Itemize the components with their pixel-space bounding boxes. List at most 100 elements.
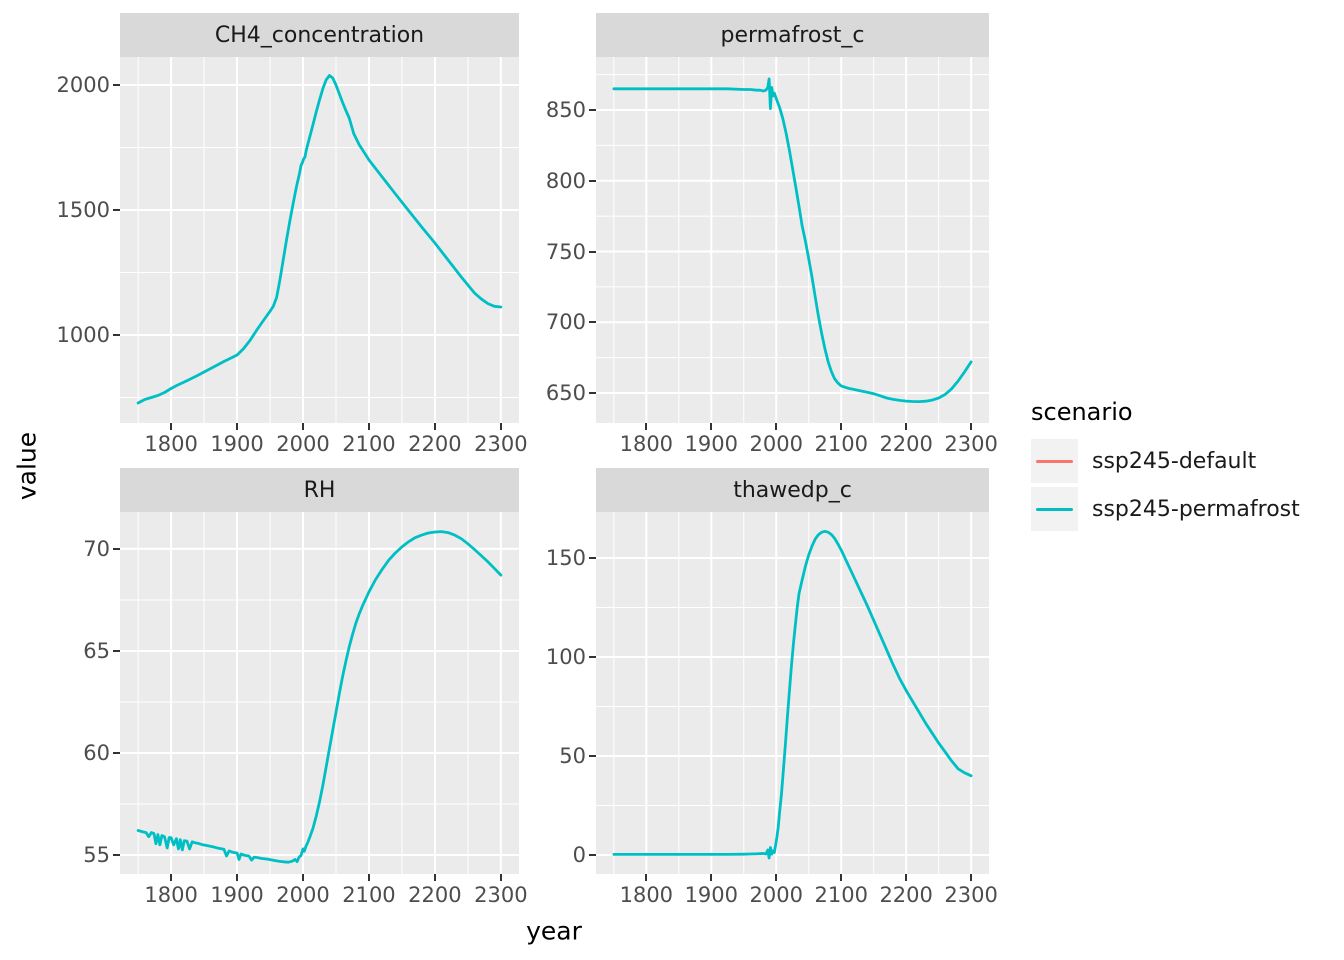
x-tick-mark xyxy=(170,423,173,430)
legend-items: ssp245-default ssp245-permafrost xyxy=(1031,439,1300,531)
x-axis-title: year xyxy=(526,916,582,946)
x-tick-mark xyxy=(645,423,648,430)
y-tick-label: 60 xyxy=(83,740,110,765)
x-tick-mark xyxy=(367,874,370,881)
x-tick-mark xyxy=(433,874,436,881)
series-line-ssp245-permafrost xyxy=(136,74,503,405)
legend-title: scenario xyxy=(1031,398,1133,426)
x-tick-mark xyxy=(970,874,973,881)
y-axis-title: value xyxy=(12,431,42,501)
x-tick-label: 2100 xyxy=(814,432,868,456)
y-tick-mark xyxy=(589,250,596,253)
x-tick-label: 2300 xyxy=(474,883,528,907)
facet-strip-title: thawedp_c xyxy=(733,477,852,503)
y-tick-mark xyxy=(113,649,120,652)
x-tick-mark xyxy=(499,874,502,881)
x-tick-label: 1900 xyxy=(210,432,264,456)
x-tick-mark xyxy=(775,874,778,881)
legend-item: ssp245-default xyxy=(1031,439,1300,483)
x-tick-label: 1800 xyxy=(619,883,674,907)
x-tick-mark xyxy=(645,874,648,881)
y-tick-label: 750 xyxy=(545,239,586,264)
legend-key-line xyxy=(1036,507,1073,511)
panel-plot-CH4_concentration xyxy=(120,57,519,423)
x-tick-label: 1800 xyxy=(144,432,198,456)
x-tick-mark xyxy=(905,423,908,430)
y-tick-label: 70 xyxy=(83,536,110,561)
x-tick-label: 2100 xyxy=(342,883,396,907)
x-tick-label: 2100 xyxy=(814,883,868,907)
y-tick-mark xyxy=(113,84,120,86)
panel-plot-permafrost_c xyxy=(596,57,989,423)
x-tick-mark xyxy=(302,423,304,430)
x-tick-label: 2000 xyxy=(276,432,330,456)
x-tick-label: 2200 xyxy=(408,883,462,907)
facet-strip-title: permafrost_c xyxy=(720,22,865,48)
series-line-ssp245-permafrost xyxy=(612,77,973,404)
x-tick-mark xyxy=(499,423,502,430)
x-tick-mark xyxy=(775,423,778,430)
facet-strip-title: CH4_concentration xyxy=(214,22,425,48)
y-tick-label: 50 xyxy=(559,743,586,768)
x-tick-label: 2200 xyxy=(879,432,933,456)
x-tick-label: 1800 xyxy=(144,883,198,907)
y-tick-mark xyxy=(113,854,120,857)
x-tick-mark xyxy=(302,874,304,881)
series-line-ssp245-permafrost xyxy=(612,529,973,860)
legend-item-label: ssp245-default xyxy=(1092,448,1257,474)
x-tick-label: 2300 xyxy=(474,432,528,456)
x-tick-label: 1900 xyxy=(210,883,264,907)
facet-strip: thawedp_c xyxy=(596,468,989,512)
y-tick-mark xyxy=(113,751,120,754)
x-tick-mark xyxy=(170,874,173,881)
x-tick-label: 1800 xyxy=(619,432,674,456)
y-tick-label: 150 xyxy=(545,545,586,570)
legend-item: ssp245-permafrost xyxy=(1031,487,1300,531)
y-tick-label: 800 xyxy=(545,168,586,193)
x-tick-mark xyxy=(710,423,713,430)
y-tick-label: 1500 xyxy=(56,198,110,222)
facet-strip-title: RH xyxy=(303,477,336,503)
y-tick-mark xyxy=(589,853,596,856)
panel-plot-thawedp_c xyxy=(596,512,989,874)
y-tick-mark xyxy=(589,392,596,394)
x-tick-mark xyxy=(840,874,843,881)
x-tick-mark xyxy=(710,874,713,881)
legend-key xyxy=(1031,439,1078,483)
x-tick-label: 2100 xyxy=(342,432,396,456)
y-tick-label: 65 xyxy=(83,638,110,663)
facet-strip: permafrost_c xyxy=(596,13,989,57)
x-tick-label: 2300 xyxy=(944,432,998,456)
x-tick-label: 2000 xyxy=(749,883,803,907)
x-tick-mark xyxy=(367,423,370,430)
x-tick-label: 2300 xyxy=(944,883,998,907)
x-tick-label: 2200 xyxy=(879,883,933,907)
x-tick-mark xyxy=(905,874,908,881)
x-tick-mark xyxy=(840,423,843,430)
x-tick-label: 2000 xyxy=(749,432,803,456)
x-tick-mark xyxy=(970,423,973,430)
y-tick-label: 700 xyxy=(545,310,586,335)
x-tick-label: 2000 xyxy=(276,883,330,907)
x-tick-mark xyxy=(433,423,436,430)
y-tick-label: 650 xyxy=(545,381,586,405)
x-tick-label: 2200 xyxy=(408,432,462,456)
y-tick-mark xyxy=(113,547,120,550)
facet-strip: CH4_concentration xyxy=(120,13,519,57)
y-tick-mark xyxy=(589,109,596,112)
series-line-ssp245-permafrost xyxy=(136,530,503,864)
y-tick-mark xyxy=(589,556,596,559)
y-tick-label: 1000 xyxy=(56,323,110,347)
y-tick-mark xyxy=(589,655,596,658)
legend-item-label: ssp245-permafrost xyxy=(1092,496,1300,522)
y-tick-mark xyxy=(113,334,120,336)
y-tick-mark xyxy=(589,754,596,757)
legend: scenario ssp245-default ssp245-permafrost xyxy=(1031,398,1300,535)
x-tick-label: 1900 xyxy=(684,883,739,907)
y-tick-label: 0 xyxy=(572,842,586,867)
y-tick-label: 850 xyxy=(545,98,586,123)
y-tick-mark xyxy=(113,209,120,211)
facet-strip: RH xyxy=(120,468,519,512)
x-tick-mark xyxy=(236,423,239,430)
